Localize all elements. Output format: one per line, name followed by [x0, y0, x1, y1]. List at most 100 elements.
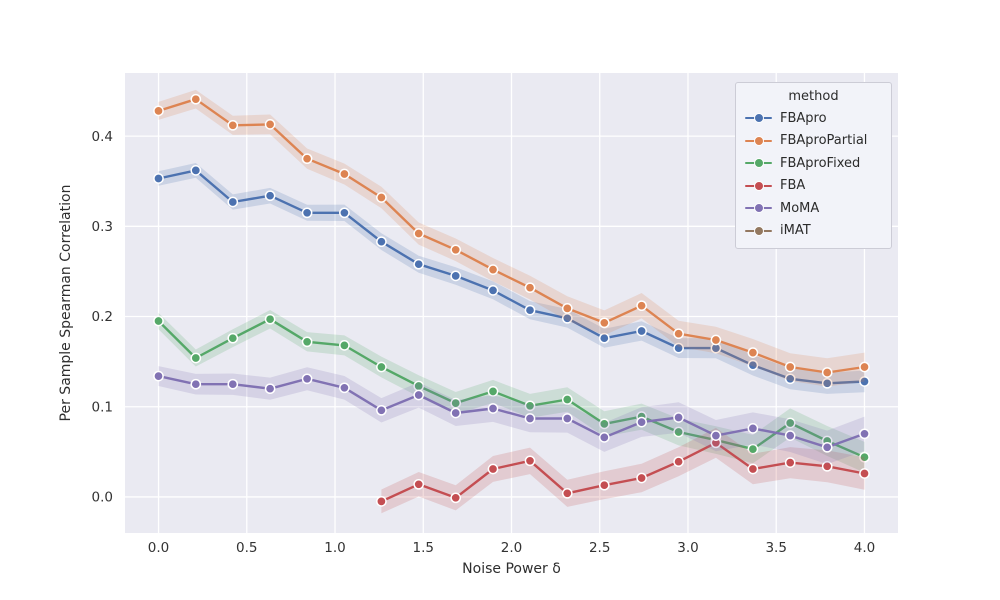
data-point [598, 432, 610, 443]
data-point [487, 403, 499, 414]
x-tick-label: 3.0 [677, 540, 698, 556]
data-point [524, 455, 536, 467]
x-tick-label: 3.5 [765, 540, 786, 556]
legend-item-imat: iMAT [745, 220, 882, 243]
data-point [747, 443, 759, 455]
series-fbapropartial [153, 89, 870, 387]
data-point [636, 300, 647, 312]
data-point [636, 416, 647, 428]
data-point [561, 413, 573, 424]
data-point [413, 228, 425, 239]
data-point [859, 376, 870, 387]
data-point [413, 258, 425, 270]
x-axis-label: Noise Power δ [462, 561, 561, 577]
legend-label: FBApro [780, 110, 827, 126]
data-point [859, 451, 870, 463]
data-point [264, 119, 276, 130]
legend-marker-icon [753, 180, 764, 191]
y-tick-label: 0.0 [92, 490, 113, 506]
data-point [264, 190, 276, 202]
legend-label: FBAproPartial [780, 133, 868, 149]
x-tick-label: 1.0 [324, 540, 345, 556]
series-line [158, 374, 865, 449]
legend-item-fba: FBA [745, 175, 882, 198]
data-point [339, 340, 350, 351]
legend-label: MoMA [780, 200, 820, 216]
data-point [227, 332, 239, 344]
data-point [598, 317, 610, 329]
data-point [153, 173, 164, 184]
data-point [784, 417, 796, 429]
series-line [158, 169, 865, 385]
data-point [636, 325, 647, 337]
data-point [784, 457, 796, 468]
x-tick-label: 0.0 [148, 540, 169, 556]
confidence-band [158, 89, 865, 387]
data-point [190, 378, 202, 390]
data-point [450, 244, 462, 256]
data-point [153, 370, 164, 382]
data-point [153, 105, 164, 117]
legend-item-fbapropartial: FBAproPartial [745, 130, 882, 153]
data-point [859, 361, 870, 373]
legend-marker-icon [753, 158, 764, 169]
legend-line-sample [745, 202, 772, 214]
data-point [747, 359, 759, 371]
data-point [821, 441, 833, 453]
x-tick-label: 1.5 [413, 540, 434, 556]
data-point [450, 270, 462, 282]
data-point [821, 460, 833, 472]
data-point [301, 153, 313, 165]
data-point [524, 304, 536, 316]
series-line [380, 441, 865, 503]
data-point [747, 463, 759, 475]
series-fba [376, 427, 870, 514]
data-point [227, 378, 239, 390]
data-point [561, 303, 573, 314]
data-point [376, 192, 387, 203]
series-moma [153, 366, 870, 465]
data-point [859, 468, 870, 479]
legend-item-fbaprofixed: FBAproFixed [745, 152, 882, 175]
data-point [413, 478, 425, 490]
data-point [339, 207, 350, 219]
data-point [673, 456, 684, 468]
data-point [524, 413, 536, 424]
data-point [710, 334, 722, 346]
data-point [784, 361, 796, 373]
legend: method FBApro FBAproPartial FBAproFixed … [735, 82, 892, 249]
data-point [487, 386, 499, 397]
data-point [190, 352, 202, 364]
confidence-band [158, 310, 865, 473]
data-point [821, 377, 833, 389]
legend-marker-icon [753, 225, 764, 236]
data-point [561, 394, 573, 405]
data-point [376, 236, 387, 248]
legend-line-sample [745, 135, 772, 147]
y-tick-label: 0.3 [92, 219, 113, 235]
legend-line-sample [745, 180, 772, 192]
data-point [301, 336, 313, 348]
series-fbapro [153, 163, 870, 394]
data-point [450, 492, 462, 504]
data-point [747, 423, 759, 434]
data-point [450, 407, 462, 419]
legend-marker-icon [753, 203, 764, 214]
legend-marker-icon [753, 135, 764, 146]
data-point [673, 342, 684, 354]
series-fbaprofixed [153, 310, 870, 473]
data-point [376, 496, 387, 507]
data-point [598, 418, 610, 430]
legend-marker-icon [753, 113, 764, 124]
data-point [487, 285, 499, 296]
data-point [227, 119, 239, 131]
data-point [190, 165, 202, 176]
data-point [264, 313, 276, 325]
data-point [859, 428, 870, 440]
y-tick-label: 0.1 [92, 399, 113, 415]
data-point [673, 412, 684, 423]
legend-line-sample [745, 157, 772, 169]
data-point [487, 264, 499, 275]
data-point [376, 361, 387, 373]
x-tick-label: 4.0 [854, 540, 875, 556]
